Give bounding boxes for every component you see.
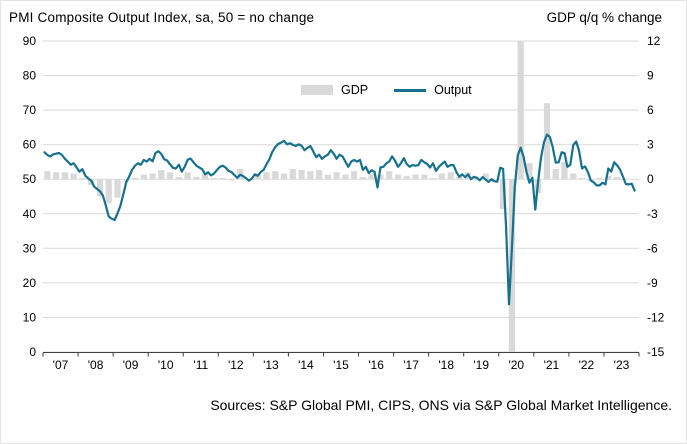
- svg-text:40: 40: [23, 207, 37, 221]
- chart-canvas: '07 '08 '09 '10 '11 '12 '13 '14 '15 '16 '17 '18 '19 '…: [23, 34, 665, 372]
- chart-title: PMI Composite Output Index, sa, 50 = no …: [9, 10, 315, 25]
- svg-text:'19: '19: [473, 358, 489, 372]
- svg-text:'20: '20: [508, 358, 524, 372]
- svg-text:0: 0: [29, 345, 36, 359]
- gdp-legend-swatch: [301, 85, 333, 95]
- svg-text:90: 90: [23, 34, 37, 48]
- svg-text:'09: '09: [123, 358, 139, 372]
- svg-text:'08: '08: [88, 358, 104, 372]
- svg-text:6: 6: [647, 103, 654, 117]
- svg-text:-12: -12: [647, 310, 665, 324]
- svg-text:50: 50: [23, 172, 37, 186]
- svg-text:'16: '16: [368, 358, 384, 372]
- svg-text:20: 20: [23, 276, 37, 290]
- svg-text:9: 9: [647, 69, 654, 83]
- svg-text:'23: '23: [614, 358, 630, 372]
- output-legend-swatch: [394, 88, 427, 92]
- svg-text:30: 30: [23, 241, 37, 255]
- x-axis: [42, 352, 640, 357]
- output-legend-label: Output: [434, 83, 472, 97]
- svg-text:'13: '13: [263, 358, 279, 372]
- svg-text:'21: '21: [544, 358, 560, 372]
- chart-legend: GDP Output: [301, 83, 472, 97]
- svg-text:'12: '12: [228, 358, 244, 372]
- svg-text:0: 0: [647, 172, 654, 186]
- gdp-legend-label: GDP: [341, 83, 369, 97]
- svg-text:'11: '11: [193, 358, 208, 372]
- legend-item-gdp: GDP: [301, 83, 368, 97]
- svg-text:80: 80: [23, 69, 37, 83]
- chart-area: '07 '08 '09 '10 '11 '12 '13 '14 '15 '16 '17 '18 '19 '…: [1, 33, 686, 373]
- svg-text:'10: '10: [158, 358, 174, 372]
- right-axis-labels: -15 -12 -9 -6 -3 0 3 6 9 12: [647, 34, 665, 359]
- legend-item-output: Output: [394, 83, 472, 97]
- right-axis-title: GDP q/q % change: [546, 10, 662, 25]
- svg-text:-3: -3: [647, 207, 658, 221]
- x-axis-labels: '07 '08 '09 '10 '11 '12 '13 '14 '15 '16 '17 '18 '19 '…: [53, 358, 630, 372]
- svg-text:-6: -6: [647, 241, 658, 255]
- svg-text:70: 70: [23, 103, 37, 117]
- svg-text:'15: '15: [333, 358, 349, 372]
- svg-text:-9: -9: [647, 276, 658, 290]
- svg-text:'14: '14: [298, 358, 314, 372]
- svg-text:12: 12: [647, 34, 661, 48]
- svg-text:60: 60: [23, 138, 37, 152]
- titles-row: PMI Composite Output Index, sa, 50 = no …: [1, 1, 686, 25]
- svg-text:'18: '18: [438, 358, 454, 372]
- svg-text:3: 3: [647, 138, 654, 152]
- svg-text:'07: '07: [53, 358, 69, 372]
- svg-text:'22: '22: [579, 358, 595, 372]
- svg-text:-15: -15: [647, 345, 665, 359]
- output-line: [43, 133, 636, 306]
- left-axis-labels: 0 10 20 30 40 50 60 70 80 90: [23, 34, 37, 359]
- source-text: Sources: S&P Global PMI, CIPS, ONS via S…: [210, 397, 672, 413]
- svg-text:'17: '17: [403, 358, 419, 372]
- svg-text:10: 10: [23, 310, 37, 324]
